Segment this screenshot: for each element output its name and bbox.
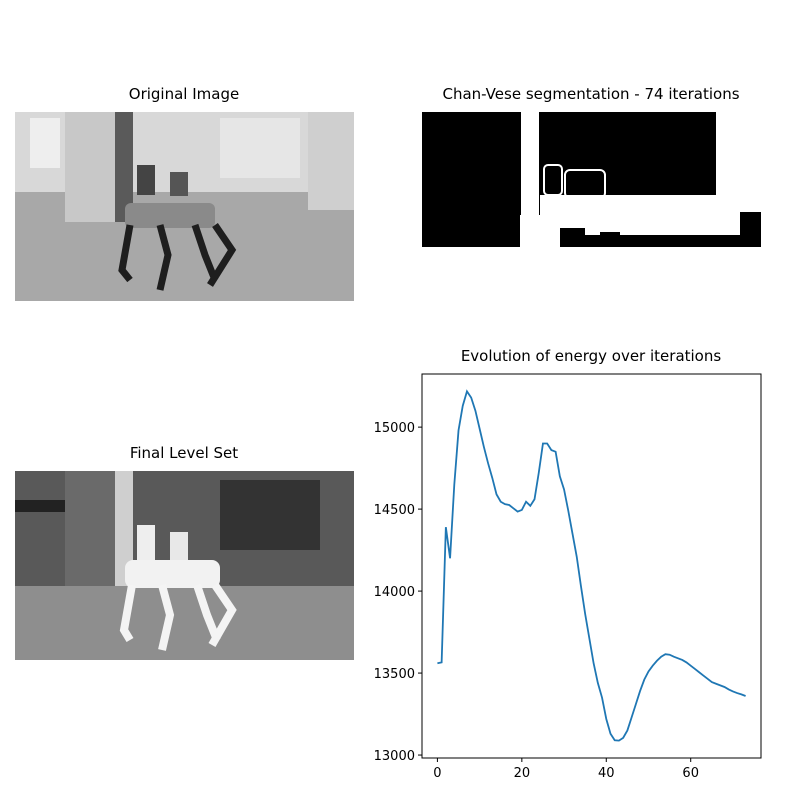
level-set-image [15, 471, 354, 660]
panel-title: Original Image [129, 85, 239, 103]
y-tick-label: 15000 [374, 421, 415, 436]
panel-title: Chan-Vese segmentation - 74 iterations [442, 85, 739, 103]
panel-title: Final Level Set [130, 444, 238, 462]
original-image [15, 112, 354, 301]
y-tick-label: 14000 [374, 585, 415, 600]
energy-line [437, 389, 746, 742]
x-tick-label: 40 [598, 766, 615, 781]
x-tick-label: 60 [682, 766, 699, 781]
y-tick-label: 13500 [374, 667, 415, 682]
y-tick-label: 13000 [374, 749, 415, 764]
panel-title: Evolution of energy over iterations [461, 347, 722, 365]
y-tick-label: 14500 [374, 503, 415, 518]
axes-frame [421, 373, 762, 759]
x-tick-label: 0 [433, 766, 441, 781]
x-tick-label: 20 [514, 766, 531, 781]
segmentation-image [422, 112, 761, 260]
